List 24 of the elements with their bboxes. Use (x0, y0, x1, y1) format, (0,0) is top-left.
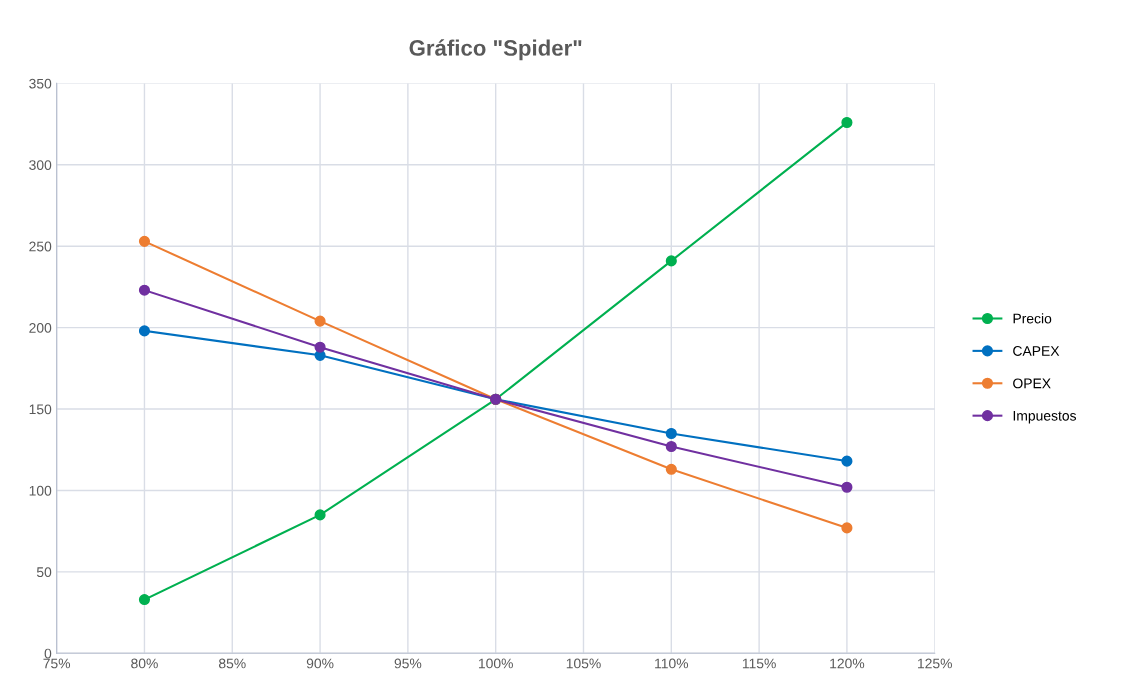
x-tick-label: 90% (306, 658, 334, 669)
x-tick-label: 100% (478, 658, 513, 669)
x-tick-label: 110% (655, 658, 689, 669)
y-tick-label: 350 (29, 78, 52, 89)
chart-title: Gráfico "Spider" (409, 39, 582, 61)
x-tick-label: 105% (566, 658, 601, 669)
x-tick-label: 125% (918, 658, 952, 669)
y-tick-label: 300 (29, 160, 52, 170)
y-tick-label: 150 (29, 404, 52, 415)
y-tick-label: 0 (44, 648, 52, 659)
x-tick-label: 120% (830, 658, 865, 669)
legend-label: Impuestos (1013, 410, 1077, 424)
x-tick-label: 85% (218, 658, 246, 669)
x-tick-label: 80% (131, 658, 158, 669)
x-tick-label: 75% (43, 658, 71, 669)
y-tick-label: 250 (29, 241, 52, 252)
y-tick-label: 50 (36, 567, 52, 578)
legend-label: CAPEX (1013, 346, 1060, 356)
y-tick-label: 200 (29, 322, 52, 333)
legend-label: OPEX (1013, 378, 1051, 389)
x-tick-label: 115% (742, 658, 776, 669)
y-tick-label: 100 (29, 485, 52, 496)
legend-label: Precio (1013, 313, 1052, 324)
x-tick-label: 95% (394, 658, 422, 669)
